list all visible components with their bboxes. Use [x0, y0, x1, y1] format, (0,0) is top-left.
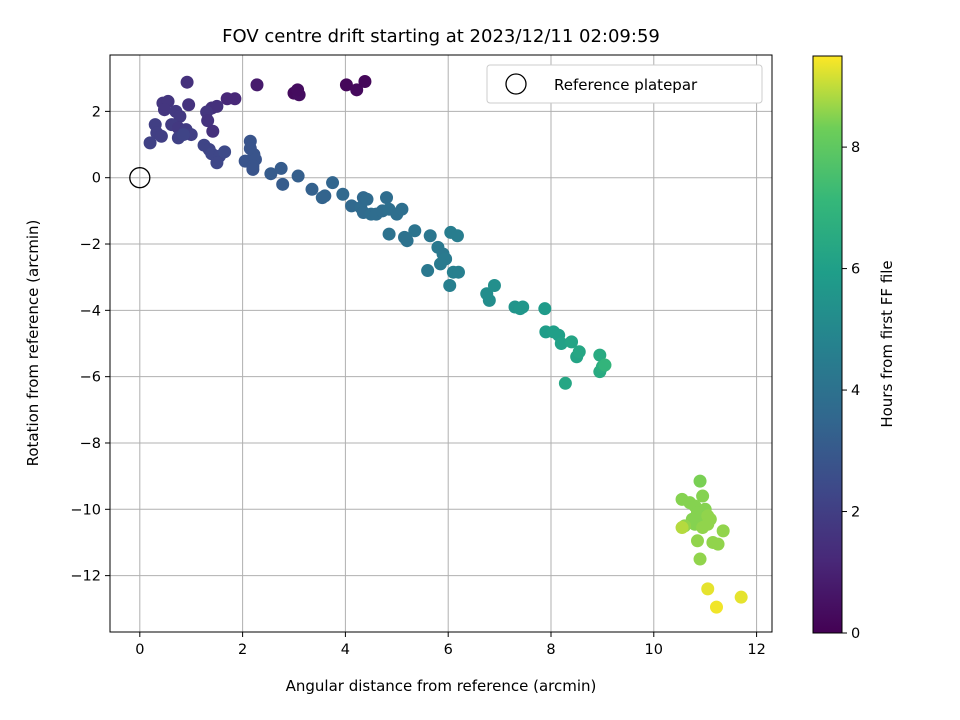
data-point: [274, 161, 288, 175]
data-point: [598, 358, 612, 372]
data-point: [250, 78, 264, 92]
data-point: [291, 83, 305, 97]
data-point: [701, 582, 715, 596]
data-point: [336, 187, 350, 201]
data-point: [228, 92, 242, 106]
y-tick-label: −8: [80, 436, 101, 452]
reference-point: [129, 167, 151, 189]
x-tick-label: 8: [546, 642, 555, 658]
data-point: [482, 293, 496, 307]
data-point: [451, 265, 465, 279]
data-point: [554, 337, 568, 350]
colorbar-label: Hours from first FF file: [878, 260, 896, 427]
data-point: [182, 98, 196, 112]
data-point: [701, 517, 715, 531]
y-axis-ticks: −12 −10 −8 −6 −4 −2 0 2: [70, 104, 110, 585]
legend-marker: [505, 73, 527, 95]
data-point: [201, 114, 215, 128]
data-point: [180, 75, 194, 89]
data-point: [143, 136, 157, 150]
data-point: [487, 278, 501, 292]
data-point: [315, 191, 329, 205]
data-point: [382, 227, 396, 241]
colorbar-ticks: 0 2 4 6 8: [842, 140, 860, 642]
data-point: [350, 83, 364, 97]
y-tick-label: −2: [80, 237, 101, 253]
colorbar-tick-label: 6: [851, 262, 860, 278]
y-tick-label: −4: [80, 303, 101, 319]
data-point: [339, 78, 353, 92]
data-point: [218, 145, 232, 159]
y-tick-label: −6: [80, 370, 101, 386]
data-point: [734, 590, 748, 604]
data-point: [395, 202, 409, 216]
plot-frame: [109, 54, 773, 633]
data-point: [450, 229, 464, 243]
data-point: [716, 524, 730, 538]
reference-marker: [129, 167, 151, 189]
x-axis-label: Angular distance from reference (arcmin): [286, 677, 597, 695]
data-point: [291, 169, 305, 183]
data-point: [173, 109, 187, 123]
data-point: [675, 521, 689, 535]
y-axis-label: Rotation from reference (arcmin): [24, 220, 42, 467]
data-point: [711, 537, 725, 551]
data-point: [693, 552, 707, 566]
y-tick-label: 0: [92, 171, 101, 187]
x-tick-label: 2: [238, 642, 247, 658]
y-tick-label: −10: [70, 502, 101, 518]
data-points: [143, 75, 748, 614]
data-point: [176, 128, 190, 142]
colorbar-gradient: [812, 55, 843, 634]
data-point: [593, 348, 607, 362]
legend-box: [486, 64, 763, 104]
data-point: [326, 176, 340, 190]
data-point: [210, 99, 224, 113]
data-point: [305, 182, 319, 196]
data-point: [358, 75, 372, 89]
legend-label: Reference platepar: [554, 76, 698, 94]
x-axis-ticks: 0 2 4 6 8 10 12: [135, 632, 766, 658]
data-point: [443, 278, 457, 292]
data-point: [206, 124, 220, 138]
y-tick-label: −12: [70, 569, 101, 585]
data-point: [210, 156, 224, 170]
colorbar-tick-label: 2: [851, 505, 860, 521]
data-point: [538, 302, 552, 316]
data-point: [565, 335, 579, 349]
colorbar-tick-label: 8: [851, 140, 860, 156]
data-point: [380, 191, 394, 205]
data-point: [709, 600, 723, 614]
data-point: [154, 129, 168, 143]
data-point: [400, 234, 414, 248]
colorbar-tick-label: 0: [851, 626, 860, 642]
colorbar: 0 2 4 6 8 Hours from first FF file: [812, 55, 896, 642]
data-point: [433, 257, 447, 271]
data-point: [690, 534, 704, 548]
data-point: [693, 474, 707, 488]
data-point: [558, 376, 572, 390]
x-tick-label: 0: [135, 642, 144, 658]
data-point: [157, 103, 171, 117]
data-point: [276, 177, 290, 191]
x-tick-label: 12: [747, 642, 765, 658]
x-tick-label: 10: [645, 642, 663, 658]
data-point: [421, 264, 435, 278]
data-point: [696, 489, 710, 503]
y-tick-label: 2: [92, 104, 101, 120]
x-tick-label: 6: [444, 642, 453, 658]
x-tick-label: 4: [341, 642, 350, 658]
data-point: [246, 162, 260, 176]
colorbar-tick-label: 4: [851, 383, 860, 399]
data-point: [264, 167, 278, 181]
data-point: [423, 229, 437, 243]
data-point: [516, 300, 530, 314]
data-point: [360, 192, 374, 206]
chart-title: FOV centre drift starting at 2023/12/11 …: [222, 26, 660, 47]
legend: Reference platepar: [486, 64, 763, 104]
data-point: [572, 345, 586, 359]
data-point: [408, 224, 422, 238]
